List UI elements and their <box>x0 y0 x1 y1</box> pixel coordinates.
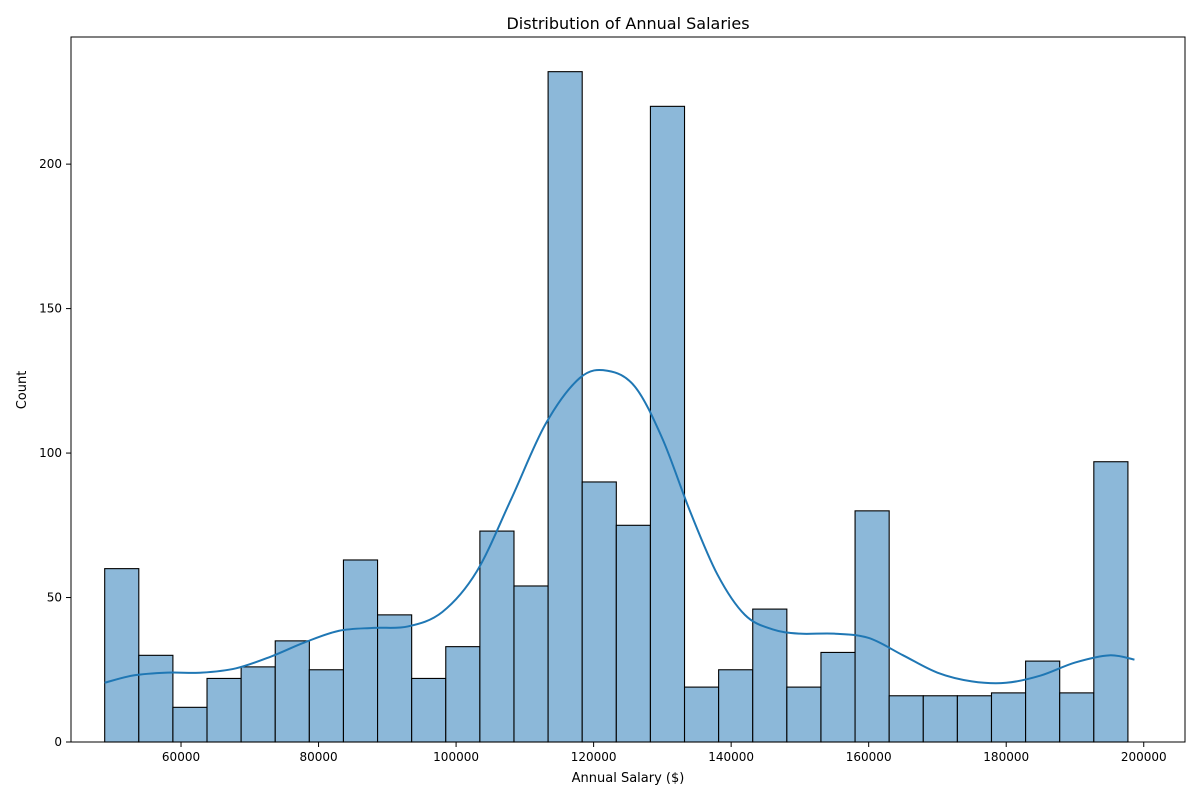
histogram-bar <box>479 530 515 743</box>
y-axis-ticks: 0 50 100 150 200 <box>39 157 71 749</box>
histogram-bar <box>411 677 447 743</box>
x-tick-label: 160000 <box>846 750 892 764</box>
histogram-bar <box>1025 660 1061 743</box>
histogram-bar <box>683 686 720 743</box>
x-tick-label: 140000 <box>708 750 754 764</box>
x-tick-label: 120000 <box>571 750 617 764</box>
histogram-bar <box>172 706 208 743</box>
histogram-bar <box>138 654 174 743</box>
histogram-bar <box>615 524 651 743</box>
histogram-bar <box>513 585 549 743</box>
histogram-bar <box>547 71 583 743</box>
histogram-bar <box>718 669 754 743</box>
histogram-bar <box>581 481 617 743</box>
x-tick-label: 200000 <box>1121 750 1167 764</box>
x-tick-label: 80000 <box>299 750 337 764</box>
plot-frame <box>70 36 1186 743</box>
histogram-bar <box>956 695 993 743</box>
histogram-bar <box>240 666 276 743</box>
histogram-bar <box>888 695 924 743</box>
chart-title: Distribution of Annual Salaries <box>506 14 749 33</box>
histogram-bar <box>445 646 481 743</box>
histogram-bar <box>922 695 958 743</box>
histogram-bar <box>342 559 379 743</box>
y-tick-label: 200 <box>39 157 62 171</box>
histogram-bar <box>308 669 344 743</box>
x-tick-label: 100000 <box>433 750 479 764</box>
histogram-bar <box>786 686 822 743</box>
histogram-bar <box>990 692 1027 743</box>
x-axis-label: Annual Salary ($) <box>572 771 685 786</box>
histogram-bar <box>206 677 242 743</box>
histogram-bar <box>104 568 140 743</box>
histogram-bar <box>377 614 413 743</box>
y-tick-label: 100 <box>39 446 62 460</box>
y-axis-label: Count <box>15 371 30 410</box>
x-tick-label: 60000 <box>162 750 200 764</box>
histogram-bar <box>1059 692 1095 743</box>
kde-curve <box>104 368 1135 685</box>
y-tick-label: 150 <box>39 302 62 316</box>
histogram-bar <box>1093 461 1129 743</box>
x-tick-label: 180000 <box>983 750 1029 764</box>
histogram-bar <box>820 651 856 743</box>
histogram-bars <box>104 71 1129 743</box>
y-tick-label: 50 <box>47 591 62 605</box>
histogram-bar <box>854 510 890 743</box>
x-axis-ticks: 60000 80000 100000 120000 140000 160000 180000… <box>162 742 1167 764</box>
y-tick-label: 0 <box>54 735 62 749</box>
histogram-bar <box>274 640 310 743</box>
